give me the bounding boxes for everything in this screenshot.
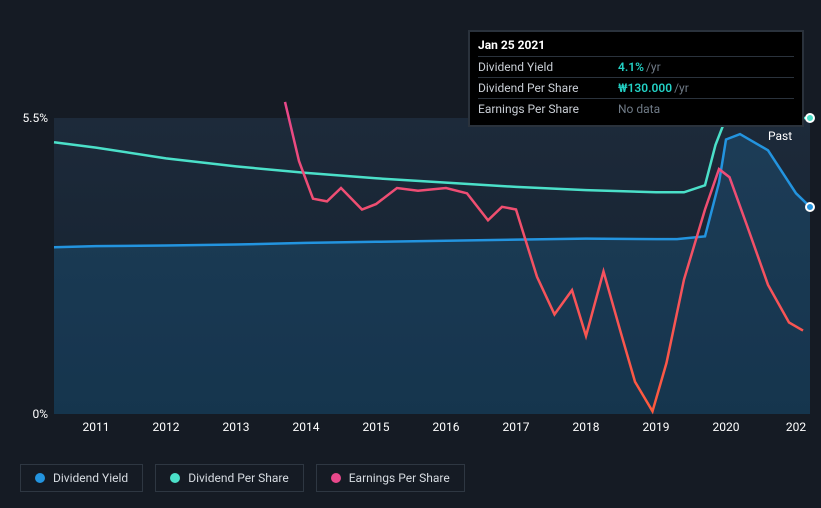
dividend-yield-marker — [805, 202, 815, 212]
x-tick-label: 2017 — [503, 420, 530, 434]
x-tick-label: 2013 — [223, 420, 250, 434]
x-tick-label: 2019 — [643, 420, 670, 434]
x-axis: 2011 2012 2013 2014 2015 2016 2017 2018 2019 2020… — [54, 420, 810, 438]
legend-label: Earnings Per Share — [349, 471, 450, 485]
x-tick-label: 2018 — [573, 420, 600, 434]
x-tick-label: 2016 — [433, 420, 460, 434]
tooltip-row-label: Dividend Yield — [478, 60, 618, 74]
chart-lines — [54, 118, 810, 414]
plot-area[interactable]: 0%5.5% Past — [54, 118, 810, 414]
y-tick-label: 0% — [32, 407, 48, 421]
legend-item[interactable]: Earnings Per Share — [316, 464, 465, 492]
legend-swatch — [331, 473, 341, 483]
x-tick-label: 2011 — [83, 420, 110, 434]
legend-swatch — [35, 473, 45, 483]
legend-item[interactable]: Dividend Yield — [20, 464, 143, 492]
x-tick-label: 2020 — [713, 420, 740, 434]
x-tick-label: 2014 — [293, 420, 320, 434]
y-tick-label: 5.5% — [23, 111, 48, 125]
chart-legend: Dividend Yield Dividend Per Share Earnings… — [20, 464, 465, 492]
tooltip-row-value: ₩130.000/yr — [618, 81, 689, 95]
dividend-per-share-marker — [805, 113, 815, 123]
chart-tooltip: Jan 25 2021 Dividend Yield4.1%/yrDividen… — [468, 30, 804, 127]
tooltip-row-value: 4.1%/yr — [618, 60, 661, 74]
tooltip-row: Dividend Per Share₩130.000/yr — [478, 77, 794, 98]
tooltip-row-label: Earnings Per Share — [478, 102, 618, 116]
x-tick-label: 202 — [786, 420, 806, 434]
legend-label: Dividend Yield — [53, 471, 128, 485]
legend-label: Dividend Per Share — [188, 471, 289, 485]
x-tick-label: 2012 — [153, 420, 180, 434]
tooltip-date: Jan 25 2021 — [478, 36, 794, 56]
tooltip-row-value: No data — [618, 102, 660, 116]
dividend-chart: 0%5.5% Past 2011201220132014201520162017… — [0, 0, 821, 508]
x-tick-label: 2015 — [363, 420, 390, 434]
tooltip-row: Dividend Yield4.1%/yr — [478, 56, 794, 77]
legend-swatch — [170, 473, 180, 483]
past-label: Past — [768, 129, 792, 143]
legend-item[interactable]: Dividend Per Share — [155, 464, 304, 492]
tooltip-row-label: Dividend Per Share — [478, 81, 618, 95]
tooltip-row: Earnings Per ShareNo data — [478, 98, 794, 119]
